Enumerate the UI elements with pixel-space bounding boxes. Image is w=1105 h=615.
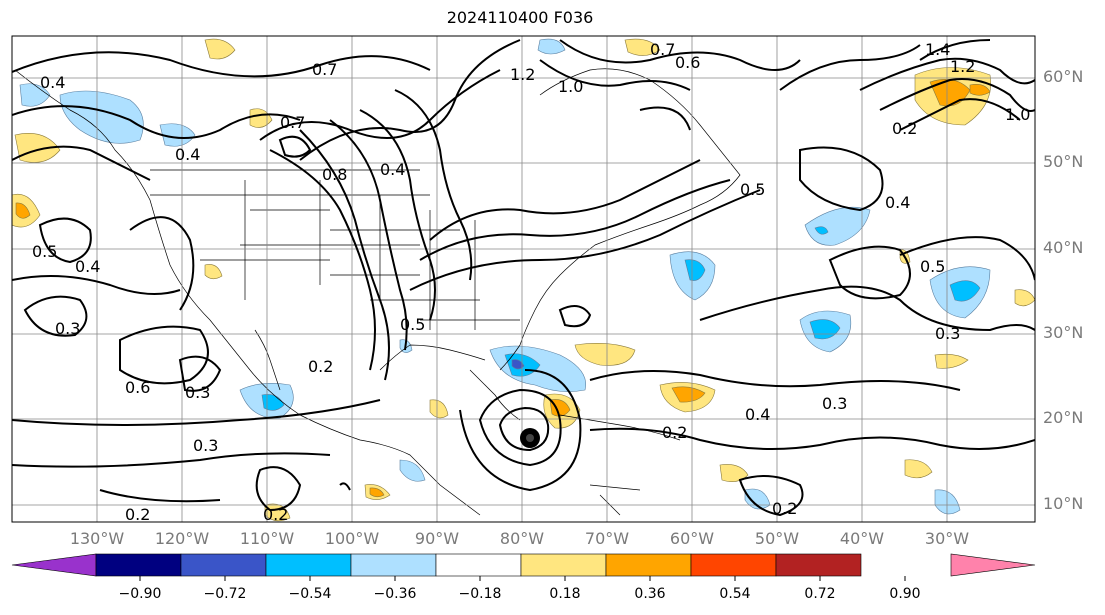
contour-label-group: 0.7 0.7 0.7 0.6 0.4 0.4 0.4 0.4 0.4 0.4 … [32,40,1030,524]
colorbar-min-extension [11,553,97,577]
lon-label-80w: 80°W [499,529,545,548]
contour-label: 1.4 [925,40,950,59]
lat-label-10n: 10°N [1043,494,1084,513]
lon-label-60w: 60°W [669,529,715,548]
colorbar-segment [435,553,522,577]
contour-label: 0.3 [822,394,847,413]
colorbar-tick-label: 0.36 [634,586,666,602]
contour-label: 0.3 [55,319,80,338]
contour-label: 0.3 [185,383,210,402]
contour-label: 0.4 [75,257,100,276]
lat-label-20n: 20°N [1043,408,1084,427]
contour-label: 1.2 [950,57,975,76]
contour-label: 0.7 [312,60,337,79]
lon-label-90w: 90°W [414,529,460,548]
contour-label: 0.7 [280,113,305,132]
contour-label: 0.2 [263,505,288,524]
map-panel: 0.7 0.7 0.7 0.6 0.4 0.4 0.4 0.4 0.4 0.4 … [12,36,1035,524]
contour-label: 0.4 [175,145,200,164]
lon-label-30w: 30°W [924,529,970,548]
colorbar-tick-label: 0.18 [549,586,581,602]
colorbar-segment [180,553,267,577]
lat-label-60n: 60°N [1043,67,1084,86]
colorbar-tick-label: 0.90 [889,586,921,602]
colorbar-segment [520,553,607,577]
contour-label: 0.2 [125,505,150,524]
contour-label: 1.0 [558,77,583,96]
lon-label-110w: 110°W [239,529,295,548]
colorbar-segment [350,553,437,577]
colorbar-segments [95,553,862,577]
contour-label: 0.5 [32,242,57,261]
lon-label-40w: 40°W [839,529,885,548]
contour-label: 1.0 [1005,105,1030,124]
positive-anomaly-shading [12,38,1035,522]
colorbar-segment [690,553,777,577]
colorbar-segment [265,553,352,577]
contour-label: 0.5 [920,257,945,276]
lat-label-50n: 50°N [1043,152,1084,171]
contour-label: 0.6 [125,378,150,397]
contour-label: 1.2 [510,65,535,84]
contour-label: 0.2 [308,357,333,376]
colorbar-segment [95,553,182,577]
colorbar-tick-label: −0.90 [118,586,162,602]
contour-label: 0.4 [885,193,910,212]
lat-label-40n: 40°N [1043,238,1084,257]
contour-label: 0.8 [322,165,347,184]
colorbar-tick-label: −0.54 [288,586,332,602]
lon-label-100w: 100°W [324,529,380,548]
lat-label-30n: 30°N [1043,323,1084,342]
graticule [12,36,1035,522]
colorbar-segment [775,553,862,577]
colorbar-tick-label: −0.72 [203,586,247,602]
map-title: 2024110400 F036 [446,8,594,27]
contour-label: 0.3 [193,436,218,455]
lon-label-130w: 130°W [69,529,125,548]
colorbar [11,553,1036,581]
negative-anomaly-shading [19,38,991,515]
lon-label-70w: 70°W [584,529,630,548]
lon-label-120w: 120°W [154,529,210,548]
colorbar-tick-label: −0.36 [373,586,417,602]
contour-label: 0.7 [650,40,675,59]
hurricane-symbol-icon [520,428,540,448]
contour-label: 0.4 [745,405,770,424]
colorbar-tick-label: −0.18 [458,586,502,602]
contour-label: 0.2 [892,119,917,138]
colorbar-segment [605,553,692,577]
contour-label: 0.2 [772,499,797,518]
lon-label-50w: 50°W [754,529,800,548]
contour-label: 0.3 [935,324,960,343]
contour-label: 0.6 [675,53,700,72]
colorbar-max-extension [950,553,1036,577]
coastlines-and-borders [14,68,741,516]
contour-label: 0.5 [400,315,425,334]
colorbar-tick-label: 0.72 [804,586,836,602]
map-frame [11,35,1036,523]
contour-lines [12,39,1035,517]
colorbar-tick-label: 0.54 [719,586,751,602]
contour-label: 0.4 [380,160,405,179]
contour-label: 0.4 [40,73,65,92]
contour-label: 0.2 [662,423,687,442]
contour-label: 0.5 [740,180,765,199]
